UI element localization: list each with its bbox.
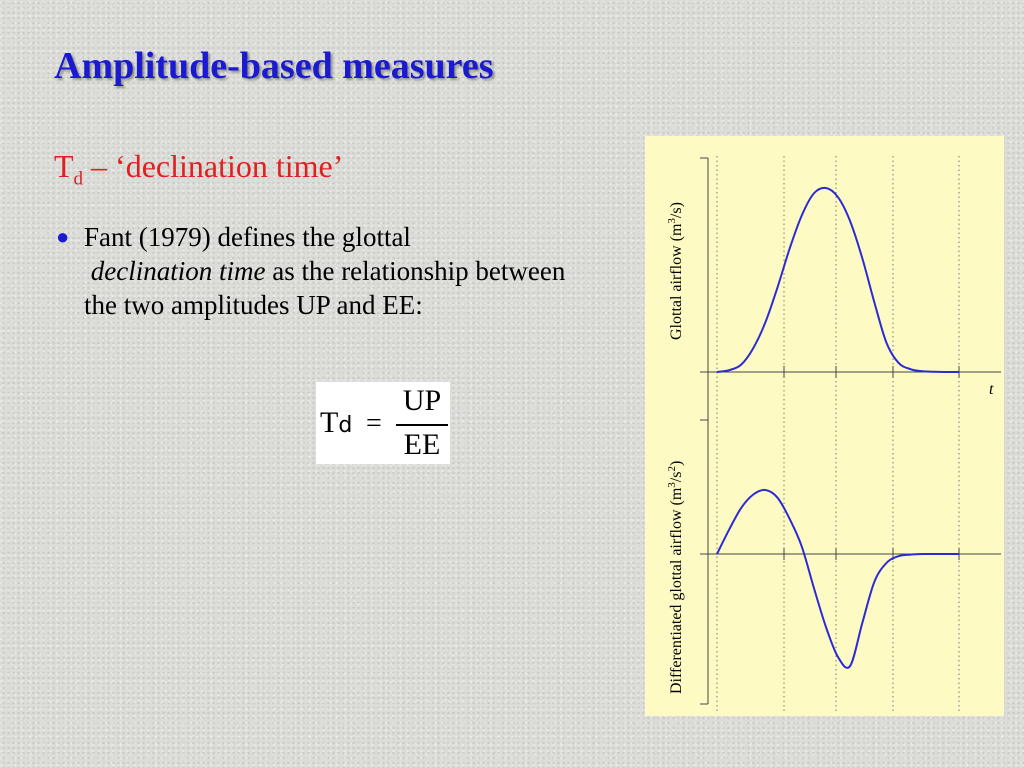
differentiated-airflow-line-0 (716, 488, 959, 669)
glottal-flow-figure: Glottal airflow (m3/s) Differentiated gl… (645, 136, 1004, 716)
formula-numerator: UP (402, 384, 442, 417)
declination-time-formula: Td = UP EE (316, 382, 450, 464)
bullet-text-italic: declination time (90, 256, 266, 286)
formula-lhs-symbol: T (320, 406, 339, 439)
bullet-text-part2: as the relationship between the two ampl… (84, 256, 566, 320)
bullet-text-part1: Fant (1979) defines the glottal (84, 222, 411, 252)
glottal-airflow-line-0 (716, 186, 959, 373)
formula-fraction-bar (396, 424, 448, 426)
slide-title: Amplitude-based measures (54, 45, 494, 87)
slide-subtitle: Td – ‘declination time’ (54, 148, 343, 190)
top-ylabel: Glottal airflow (m3/s) (666, 202, 685, 340)
formula-lhs: Td (320, 406, 352, 440)
bullet-dot-icon: ● (56, 224, 70, 249)
formula-lhs-subscript: d (338, 413, 353, 438)
formula-denominator: EE (403, 428, 441, 461)
series-layer (716, 186, 959, 669)
subtitle-symbol-subscript: d (73, 168, 84, 190)
axis-layer (700, 157, 1001, 705)
bullet-text: Fant (1979) defines the glottal declinat… (84, 220, 596, 322)
bottom-ylabel: Differentiated glottal airflow (m3/s2) (666, 461, 685, 694)
top-xlabel: t (989, 381, 994, 398)
formula-equals: = (366, 408, 382, 439)
bullet-item: ● Fant (1979) defines the glottal declin… (56, 220, 596, 322)
subtitle-symbol: T (54, 148, 74, 184)
subtitle-text: – ‘declination time’ (83, 148, 344, 184)
glottal-flow-chart: Glottal airflow (m3/s) Differentiated gl… (666, 156, 1001, 711)
grid-layer (716, 156, 960, 711)
